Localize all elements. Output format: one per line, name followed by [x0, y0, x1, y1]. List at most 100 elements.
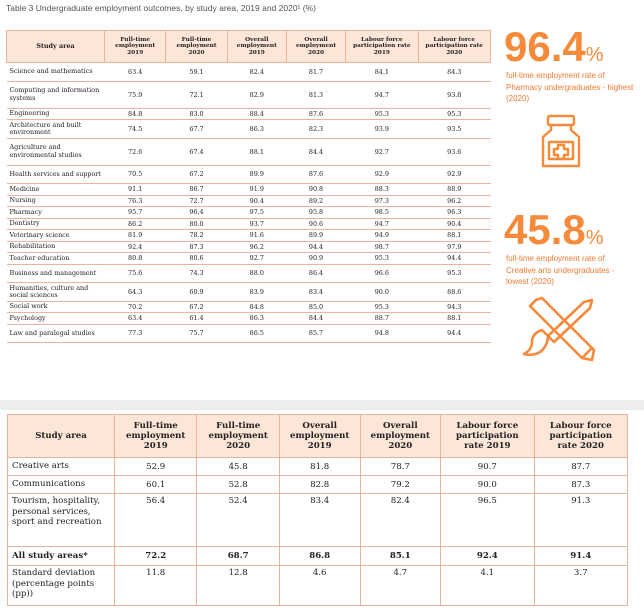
employment-table-main: Study area Full-time employment 2019 Ful…	[6, 30, 492, 343]
row-value: 94.8	[345, 324, 419, 343]
row-value: 76.3	[104, 195, 166, 207]
row-study-area: Business and management	[6, 264, 105, 283]
row-value: 88.0	[227, 264, 287, 283]
col-overall-2019: Overall employment 2019	[226, 30, 287, 63]
table-header-row: Study area Full-time employment 2019 Ful…	[7, 414, 629, 458]
row-value: 87.6	[286, 108, 346, 120]
row-value: 93.7	[227, 218, 287, 230]
row-value: 56.4	[113, 493, 198, 547]
row-value: 93.9	[345, 119, 419, 139]
row-value: 95.3	[418, 108, 491, 120]
row-value: 90.6	[286, 218, 346, 230]
row-value: 72.2	[113, 546, 198, 566]
row-value: 92.7	[345, 138, 419, 166]
row-value: 91.4	[533, 546, 629, 566]
row-value: 72.1	[165, 81, 228, 109]
col-lfp-2020: Labour force participation rate 2020	[417, 30, 492, 63]
row-value: 93.8	[418, 81, 491, 109]
row-value: 86.3	[227, 119, 287, 139]
row-value: 95.7	[104, 206, 166, 219]
row-study-area: Psychology	[6, 312, 105, 325]
col-lfp-2019: Labour force participation rate 2019	[345, 30, 419, 63]
row-value: 72.6	[104, 138, 166, 166]
row-value: 86.7	[165, 183, 228, 196]
table-row: Health services and support 70.5 67.2 89.9 8…	[6, 165, 491, 184]
table-row: Architecture and built environment 74.5 67…	[6, 119, 491, 139]
row-study-area: Pharmacy	[6, 206, 105, 219]
row-value: 94.7	[345, 81, 419, 109]
row-value: 67.7	[165, 119, 228, 139]
row-value: 82.4	[359, 493, 442, 547]
row-study-area: Agriculture and environmental studies	[6, 138, 105, 166]
row-value: 60.9	[165, 282, 228, 302]
row-value: 94.4	[418, 324, 491, 343]
row-value: 64.3	[104, 282, 166, 302]
row-value: 88.4	[227, 108, 287, 120]
row-value: 90.8	[286, 183, 346, 196]
table-row: All study areas* 72.2 68.7 86.8 85.1 92.4 91.4	[7, 546, 629, 566]
row-value: 92.4	[440, 546, 535, 566]
row-value: 97.9	[418, 241, 491, 253]
table-row: Agriculture and environmental studies 72.…	[6, 138, 491, 166]
col-lfp-2020: Labour force participation rate 2020	[533, 414, 629, 458]
row-value: 83.9	[227, 282, 287, 302]
row-value: 87.3	[165, 241, 228, 253]
row-study-area: Computing and information systems	[6, 81, 105, 109]
row-value: 82.9	[227, 81, 287, 109]
row-value: 63.4	[104, 312, 166, 325]
table-row: Creative arts 52.9 45.8 81.8 78.7 90.7 87.7	[7, 457, 629, 476]
table-row: Communications 60.1 52.8 82.8 79.2 90.0 87.3	[7, 475, 629, 494]
row-value: 84.8	[227, 301, 287, 313]
row-value: 75.9	[104, 81, 166, 109]
row-value: 88.6	[418, 282, 491, 302]
row-value: 78.7	[359, 457, 442, 476]
row-value: 90.4	[418, 218, 491, 230]
table-row: Rehabilitation 92.4 87.3 96.2 94.4 98.7 97.9	[6, 241, 491, 253]
row-value: 91.6	[227, 229, 287, 242]
row-value: 86.5	[227, 324, 287, 343]
row-value: 93.6	[418, 138, 491, 166]
row-value: 92.7	[227, 252, 287, 265]
table-row: Dentistry 86.2 80.0 93.7 90.6 94.7 90.4	[6, 218, 491, 230]
row-study-area: Nursing	[6, 195, 105, 207]
row-study-area: Architecture and built environment	[6, 119, 105, 139]
row-value: 88.1	[418, 312, 491, 325]
row-value: 92.9	[418, 165, 491, 184]
row-study-area: Tourism, hospitality, personal services,…	[7, 493, 115, 547]
highest-rate-callout: 96.4%	[504, 23, 604, 70]
row-value: 83.4	[286, 282, 346, 302]
row-value: 96.2	[418, 195, 491, 207]
row-value: 60.1	[113, 475, 198, 494]
table-row: Teacher education 80.8 80.6 92.7 90.9 95.3 94.…	[6, 252, 491, 265]
row-value: 97.5	[227, 206, 287, 219]
row-study-area: Engineering	[6, 108, 105, 120]
row-value: 88.3	[345, 183, 419, 196]
col-lfp-2019: Labour force participation rate 2019	[440, 414, 535, 458]
col-overall-2019: Overall employment 2019	[278, 414, 361, 458]
row-value: 74.5	[104, 119, 166, 139]
row-value: 96.3	[418, 206, 491, 219]
row-value: 4.1	[440, 565, 535, 606]
row-value: 94.3	[418, 301, 491, 313]
table-caption: Table 3 Undergraduate employment outcome…	[6, 3, 316, 13]
row-value: 91.9	[227, 183, 287, 196]
row-value: 95.3	[345, 301, 419, 313]
table-row: Social work 70.2 67.2 84.8 85.0 95.3 94.3	[6, 301, 491, 313]
row-value: 96.5	[440, 493, 535, 547]
row-value: 88.7	[345, 312, 419, 325]
row-value: 94.7	[345, 218, 419, 230]
table-row: Nursing 76.3 72.7 90.4 89.2 97.3 96.2	[6, 195, 491, 207]
lowest-rate-callout: 45.8%	[504, 206, 604, 253]
row-value: 59.1	[165, 62, 228, 82]
row-value: 88.9	[418, 183, 491, 196]
row-value: 98.5	[345, 206, 419, 219]
row-value: 3.7	[533, 565, 629, 606]
row-study-area: Veterinary science	[6, 229, 105, 242]
row-study-area: Humanities, culture and social sciences	[6, 282, 105, 302]
table-row: Standard deviation (percentage points (p…	[7, 565, 629, 606]
col-overall-2020: Overall employment 2020	[359, 414, 442, 458]
row-value: 83.4	[278, 493, 361, 547]
highest-rate-note: full-time employment rate of Pharmacy un…	[506, 71, 634, 103]
col-study-area: Study area	[7, 414, 115, 458]
row-value: 67.2	[165, 165, 228, 184]
